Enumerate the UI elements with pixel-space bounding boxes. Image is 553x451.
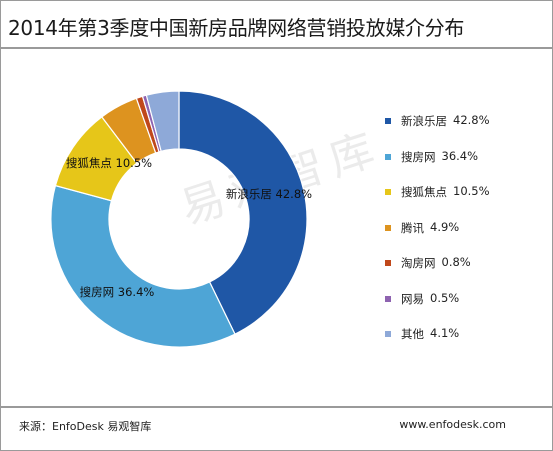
legend-value: 4.9% — [430, 219, 460, 234]
legend-swatch — [385, 295, 391, 302]
legend-value: 0.5% — [430, 290, 460, 305]
legend-swatch — [385, 260, 391, 266]
site-url: www.enfodesk.com — [399, 418, 506, 431]
legend-value: 4.1% — [430, 326, 460, 340]
donut-slice — [50, 184, 236, 348]
footer-divider — [1, 406, 552, 408]
slice-data-label: 搜房网 36.4% — [80, 285, 155, 299]
legend-value: 0.8% — [441, 255, 471, 269]
legend-label: 网易 — [401, 291, 424, 306]
legend-value: 10.5% — [453, 184, 490, 198]
legend-swatch — [385, 189, 391, 195]
legend-swatch — [385, 153, 391, 160]
source-note: 来源：EnfoDesk 易观智库 — [19, 420, 152, 433]
legend-label: 新浪乐居 — [401, 114, 447, 128]
donut-slice — [178, 90, 308, 335]
legend-item: 新浪乐居 42.8% — [385, 113, 490, 149]
legend-swatch — [385, 331, 391, 337]
chart-legend: 新浪乐居 42.8% 搜房网 36.4% 搜狐焦点 10.5% 腾讯 4.9% 淘房网 0.8% 网… — [385, 113, 490, 362]
slice-data-label: 新浪乐居 42.8% — [226, 187, 312, 201]
legend-swatch — [385, 118, 391, 124]
chart-title: 2014年第3季度中国新房品牌网络营销投放媒介分布 — [8, 16, 465, 40]
legend-label: 搜房网 — [401, 149, 436, 164]
legend-label: 腾讯 — [401, 220, 424, 235]
legend-label: 淘房网 — [401, 256, 436, 270]
legend-item: 搜狐焦点 10.5% — [385, 184, 490, 220]
slice-data-label: 搜狐焦点 10.5% — [66, 156, 152, 170]
legend-item: 淘房网 0.8% — [385, 255, 490, 291]
legend-item: 搜房网 36.4% — [385, 149, 490, 185]
legend-swatch — [385, 224, 391, 231]
legend-item: 其他 4.1% — [385, 326, 490, 362]
legend-label: 搜狐焦点 — [401, 185, 447, 199]
title-divider — [1, 47, 552, 49]
legend-value: 36.4% — [441, 148, 479, 163]
legend-item: 网易 0.5% — [385, 291, 490, 327]
legend-value: 42.8% — [453, 113, 490, 127]
legend-item: 腾讯 4.9% — [385, 220, 490, 256]
legend-label: 其他 — [401, 327, 424, 341]
donut-slice — [145, 90, 180, 153]
